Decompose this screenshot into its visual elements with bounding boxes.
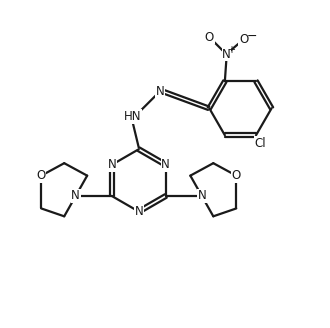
Text: +: +: [227, 45, 235, 55]
Text: N: N: [134, 205, 143, 218]
Text: N: N: [197, 190, 206, 202]
Text: N: N: [71, 190, 80, 202]
Text: O: O: [232, 169, 241, 182]
Text: Cl: Cl: [254, 137, 266, 150]
Text: −: −: [247, 30, 257, 43]
Text: N: N: [161, 158, 170, 171]
Text: N: N: [222, 48, 231, 61]
Text: O: O: [239, 33, 248, 46]
Text: O: O: [205, 31, 214, 44]
Text: O: O: [37, 169, 46, 182]
Text: N: N: [107, 158, 116, 171]
Text: HN: HN: [123, 110, 141, 123]
Text: N: N: [71, 190, 80, 202]
Text: N: N: [156, 85, 164, 98]
Text: N: N: [197, 190, 206, 202]
